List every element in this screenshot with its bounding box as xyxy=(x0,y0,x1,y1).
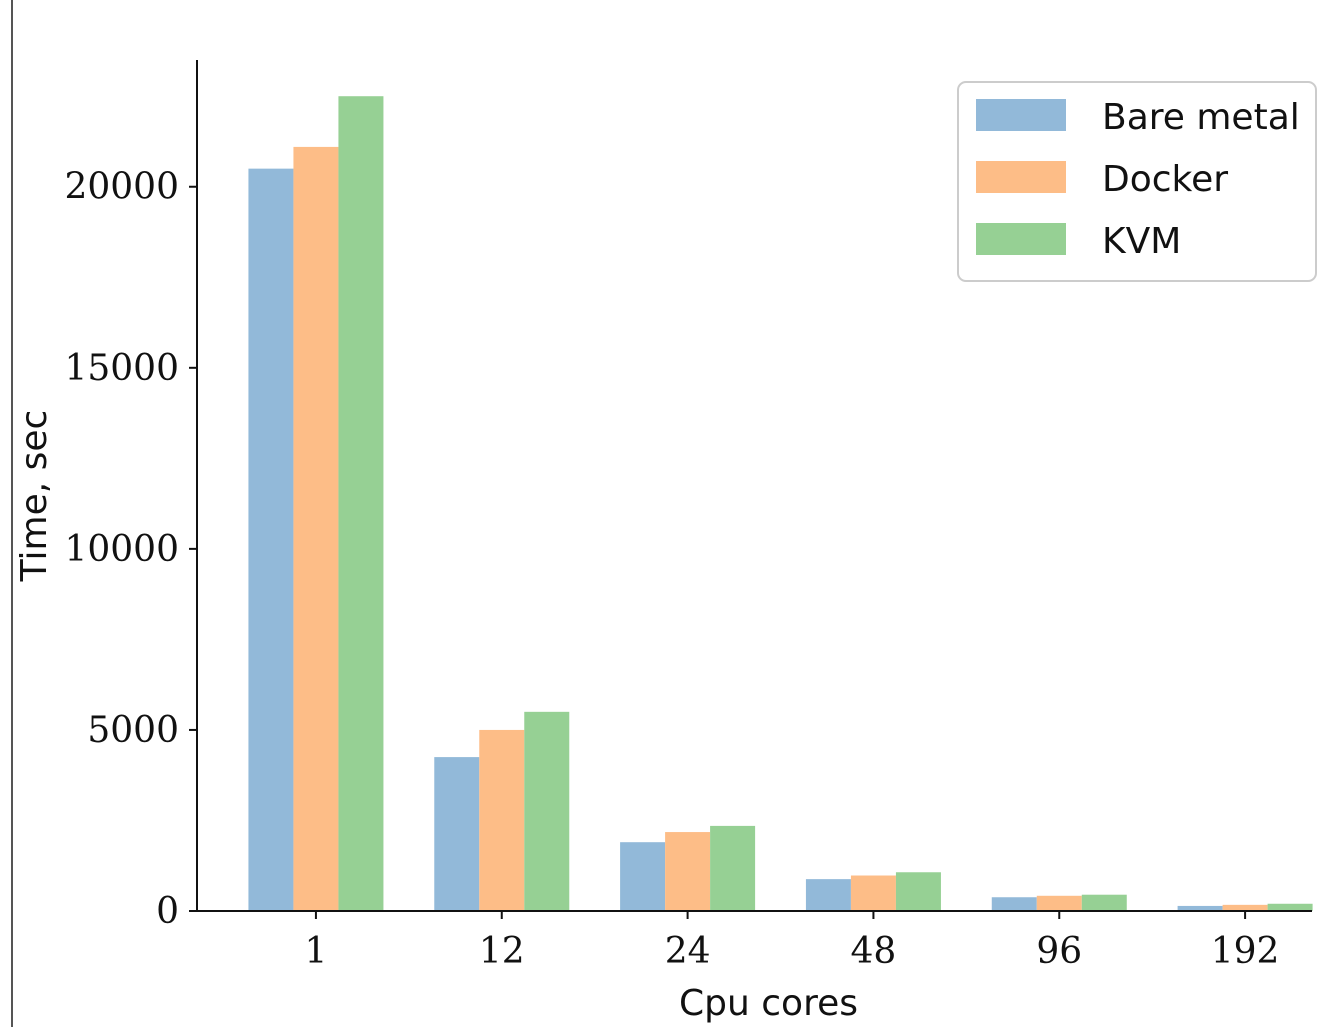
x-tick-label: 12 xyxy=(479,931,525,972)
bar xyxy=(1081,894,1127,911)
legend-label: Docker xyxy=(1102,159,1228,200)
bar xyxy=(665,832,711,911)
bar xyxy=(338,96,384,911)
bar xyxy=(479,729,525,911)
bar xyxy=(1036,895,1082,911)
bar xyxy=(524,711,570,911)
bar xyxy=(620,842,666,911)
legend-label: KVM xyxy=(1102,221,1181,262)
legend-swatch xyxy=(976,99,1066,131)
bar xyxy=(850,875,896,911)
legend: Bare metal Docker KVM xyxy=(957,81,1317,282)
bar xyxy=(293,146,339,911)
x-tick-label: 1 xyxy=(304,931,327,972)
x-tick-label: 96 xyxy=(1036,931,1082,972)
y-tick-label: 10000 xyxy=(64,529,179,570)
legend-swatch xyxy=(976,161,1066,193)
bar xyxy=(1177,905,1223,911)
bar xyxy=(805,879,851,911)
y-tick-label: 15000 xyxy=(64,348,179,389)
bars-layer xyxy=(248,96,1313,911)
bar xyxy=(1222,904,1268,911)
y-ticks: 0 5000 10000 15000 20000 xyxy=(64,167,197,932)
x-tick-label: 192 xyxy=(1211,931,1280,972)
x-axis-title: Cpu cores xyxy=(679,983,858,1024)
y-axis-title: Time, sec xyxy=(14,410,55,583)
x-ticks: 1 12 24 48 96 192 xyxy=(304,911,1279,972)
x-tick-label: 48 xyxy=(851,931,897,972)
left-border-line xyxy=(11,0,13,1027)
bar xyxy=(895,872,941,911)
bar xyxy=(434,757,480,911)
legend-swatch xyxy=(976,223,1066,255)
bar xyxy=(991,897,1037,911)
bar xyxy=(710,825,756,911)
legend-label: Bare metal xyxy=(1102,97,1300,138)
y-tick-label: 5000 xyxy=(87,710,179,751)
y-tick-label: 20000 xyxy=(64,167,179,208)
bar xyxy=(1267,903,1313,911)
x-tick-label: 24 xyxy=(665,931,711,972)
y-tick-label: 0 xyxy=(156,891,179,932)
bar xyxy=(248,168,294,911)
